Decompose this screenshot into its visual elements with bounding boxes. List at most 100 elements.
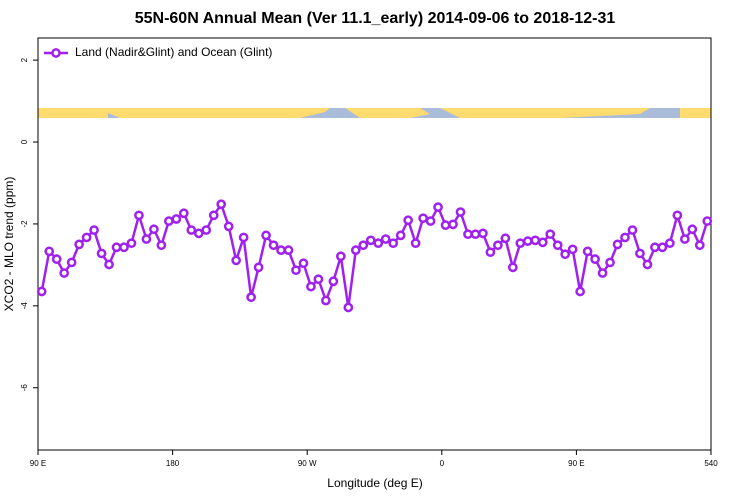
data-point [545,229,556,240]
data-point [246,292,256,303]
data-point [89,225,99,235]
data-point [253,262,264,273]
data-point [612,239,623,250]
data-point [679,234,690,244]
data-point [298,258,309,269]
data-point [36,286,47,297]
series-line [40,201,709,308]
data-point [216,199,227,210]
data-point [156,240,167,251]
data-point [552,240,563,251]
data-point [66,257,77,268]
data-point [575,286,585,297]
data-point [590,254,600,265]
data-point [493,240,503,251]
data-point [388,238,399,249]
data-point [605,257,615,268]
data-point [657,242,668,253]
data-point [597,268,608,278]
data-point [410,238,421,249]
data-point [350,245,361,255]
data-point [425,216,436,226]
data-point [358,240,369,251]
legend-marker [51,48,61,58]
data-point [485,247,496,258]
plot-frame [37,37,712,451]
data-point [74,239,84,250]
data-point [395,230,406,241]
data-point [380,234,391,244]
data-point [478,228,488,239]
data-point [96,248,107,259]
chart-title: 55N-60N Annual Mean (Ver 11.1_early) 201… [135,10,616,27]
data-point [336,251,346,262]
data-point [463,229,473,240]
data-point [522,236,533,246]
data-point [268,240,279,251]
data-point [635,248,645,259]
y-tick-label: -4 [20,302,29,310]
data-point [672,210,683,221]
y-axis-label: XCO2 - MLO trend (ppm) [2,177,16,312]
data-point [343,302,354,313]
data-point [627,225,638,235]
data-point [403,215,413,226]
data-point [238,232,249,243]
data-point [515,238,526,249]
data-point [178,208,189,219]
data-point [567,244,578,255]
y-tick-label: 2 [20,57,29,62]
data-point [261,230,271,241]
data-point [44,246,55,257]
data-point [642,259,653,270]
x-tick-label: 90 W [298,459,317,468]
data-point [283,245,294,255]
data-point [186,225,197,235]
data-point [111,242,122,253]
x-tick-label: 540 [704,459,718,468]
data-point [104,259,114,270]
data-point [650,242,660,253]
data-point [365,235,376,246]
data-point [171,214,182,224]
data-point [500,233,511,244]
data-point [276,245,286,255]
data-point [687,224,698,235]
data-point [537,237,548,248]
data-point [59,268,70,278]
data-point [470,229,481,240]
data-point [582,246,593,257]
data-point [328,276,339,287]
x-tick-label: 0 [440,459,445,468]
y-tick-label: 0 [20,139,29,144]
legend-label: Land (Nadir&Glint) and Ocean (Glint) [75,45,272,59]
data-point [694,240,705,251]
data-point [665,238,675,249]
y-tick-label: -6 [20,384,29,392]
map-strip [38,108,711,118]
data-point [560,249,571,260]
y-tick-label: -2 [20,220,29,228]
data-point [418,213,428,224]
x-tick-label: 90 E [30,459,46,468]
data-point [201,225,212,235]
data-point [208,210,219,221]
x-tick-label: 90 E [568,459,584,468]
data-point [440,220,451,231]
data-point [126,238,137,249]
data-point [134,210,144,221]
data-point [51,254,62,265]
data-point [164,216,174,226]
data-point [81,232,92,243]
data-point [321,295,331,306]
data-point [231,255,242,266]
data-point [455,207,466,217]
data-point [702,216,713,226]
x-tick-label: 180 [166,459,180,468]
data-point [291,265,301,276]
data-point [373,238,384,249]
data-point [530,235,541,246]
data-point [620,232,630,243]
data-point [119,242,129,253]
